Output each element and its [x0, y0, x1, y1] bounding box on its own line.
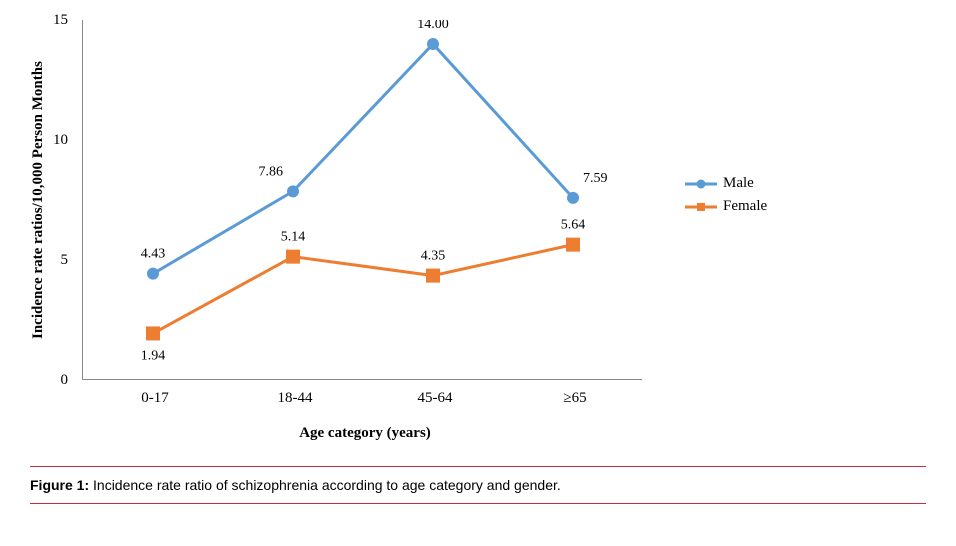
- series-marker-female: [146, 326, 160, 340]
- caption-prefix: Figure 1:: [30, 477, 89, 493]
- data-label: 7.59: [583, 171, 608, 186]
- data-label: 14.00: [417, 20, 449, 32]
- x-tick: 18-44: [225, 390, 365, 407]
- data-label: 5.64: [561, 218, 586, 233]
- y-axis-label: Incidence rate ratios/10,000 Person Mont…: [30, 20, 47, 380]
- legend-swatch-female: [685, 200, 717, 214]
- data-label: 7.86: [259, 164, 284, 179]
- data-label: 4.35: [421, 249, 446, 264]
- y-axis-ticks: 15 10 5 0: [53, 20, 68, 380]
- x-tick: ≥65: [505, 390, 645, 407]
- legend-item-male: Male: [685, 175, 767, 192]
- caption-text: Figure 1: Incidence rate ratio of schizo…: [30, 477, 926, 493]
- x-tick: 0-17: [85, 390, 225, 407]
- legend-label: Male: [723, 175, 754, 192]
- series-marker-male: [427, 38, 439, 50]
- series-marker-female: [566, 238, 580, 252]
- series-marker-male: [567, 192, 579, 204]
- caption-rule-top: [30, 466, 926, 467]
- data-label: 4.43: [141, 247, 166, 262]
- plot-area: 15 10 5 0 4.43 7.86 14.00 7.59 1.94 5.14 4.35 5…: [53, 20, 645, 380]
- series-marker-female: [286, 250, 300, 264]
- legend-item-female: Female: [685, 198, 767, 215]
- series-marker-female: [426, 269, 440, 283]
- legend-swatch-male: [685, 177, 717, 191]
- series-marker-male: [287, 185, 299, 197]
- legend: Male Female: [685, 175, 767, 221]
- series-line-female: [153, 245, 573, 334]
- caption-rule-bottom: [30, 503, 926, 504]
- x-axis-ticks: 0-17 18-44 45-64 ≥65: [85, 390, 645, 407]
- series-line-male: [153, 44, 573, 274]
- data-label: 1.94: [141, 348, 166, 363]
- caption-body: Incidence rate ratio of schizophrenia ac…: [89, 477, 561, 493]
- x-axis-label: Age category (years): [85, 425, 645, 442]
- chart-container: Incidence rate ratios/10,000 Person Mont…: [30, 20, 926, 442]
- figure-caption: Figure 1: Incidence rate ratio of schizo…: [30, 466, 926, 504]
- data-label: 5.14: [281, 230, 306, 245]
- plot-column: 15 10 5 0 4.43 7.86 14.00 7.59 1.94 5.14 4.35 5…: [53, 20, 645, 442]
- line-chart-svg: 4.43 7.86 14.00 7.59 1.94 5.14 4.35 5.64: [82, 20, 642, 380]
- x-tick: 45-64: [365, 390, 505, 407]
- series-marker-male: [147, 268, 159, 280]
- legend-label: Female: [723, 198, 767, 215]
